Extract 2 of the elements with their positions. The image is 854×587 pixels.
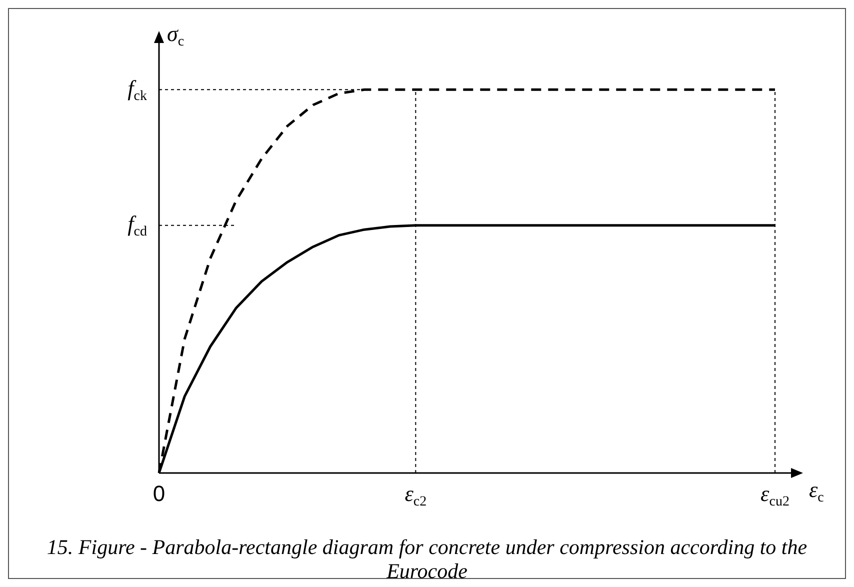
x-tick-label: 0 (152, 481, 166, 506)
text: 15. Figure - Parabola-rectangle diagram for concrete under compression according to the Eurocode (46, 535, 808, 583)
